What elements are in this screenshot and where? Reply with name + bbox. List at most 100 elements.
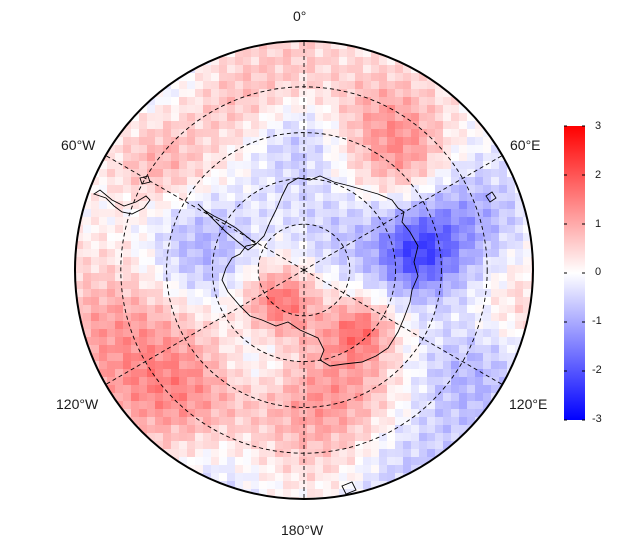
anomaly-cell bbox=[307, 201, 316, 210]
anomaly-cell bbox=[395, 385, 404, 394]
anomaly-cell bbox=[435, 257, 444, 266]
anomaly-cell bbox=[483, 361, 492, 370]
anomaly-cell bbox=[235, 185, 244, 194]
anomaly-cell bbox=[339, 153, 348, 162]
anomaly-cell bbox=[203, 321, 212, 330]
falklands bbox=[139, 175, 151, 185]
anomaly-cell bbox=[251, 345, 260, 354]
anomaly-cell bbox=[307, 169, 316, 178]
anomaly-cell bbox=[363, 393, 372, 402]
anomaly-cell bbox=[211, 81, 220, 90]
anomaly-cell bbox=[155, 97, 164, 106]
anomaly-cell bbox=[283, 265, 292, 274]
anomaly-cell bbox=[515, 241, 524, 250]
anomaly-cell bbox=[419, 257, 428, 266]
anomaly-cell bbox=[331, 97, 340, 106]
anomaly-cell bbox=[491, 153, 500, 162]
anomaly-cell bbox=[211, 65, 220, 74]
anomaly-cell bbox=[91, 209, 100, 218]
anomaly-cell bbox=[91, 305, 100, 314]
anomaly-cell bbox=[387, 265, 396, 274]
anomaly-cell bbox=[307, 225, 316, 234]
anomaly-cell bbox=[419, 185, 428, 194]
anomaly-cell bbox=[227, 193, 236, 202]
anomaly-cell bbox=[467, 113, 476, 122]
anomaly-cell bbox=[459, 273, 468, 282]
anomaly-cell bbox=[323, 169, 332, 178]
anomaly-cell bbox=[243, 329, 252, 338]
anomaly-cell bbox=[227, 449, 236, 458]
anomaly-cell bbox=[331, 273, 340, 282]
anomaly-cell bbox=[315, 65, 324, 74]
anomaly-cell bbox=[227, 369, 236, 378]
anomaly-cell bbox=[259, 249, 268, 258]
anomaly-cell bbox=[347, 249, 356, 258]
anomaly-cell bbox=[179, 65, 188, 74]
anomaly-cell bbox=[459, 241, 468, 250]
anomaly-cell bbox=[419, 217, 428, 226]
anomaly-cell bbox=[307, 481, 316, 490]
anomaly-cell bbox=[291, 345, 300, 354]
anomaly-cell bbox=[387, 377, 396, 386]
anomaly-cell bbox=[307, 489, 316, 498]
anomaly-cell bbox=[411, 281, 420, 290]
anomaly-cell bbox=[323, 369, 332, 378]
anomaly-cell bbox=[507, 201, 516, 210]
anomaly-cell bbox=[195, 137, 204, 146]
anomaly-cell bbox=[283, 41, 292, 50]
anomaly-cell bbox=[355, 257, 364, 266]
anomaly-cell bbox=[267, 401, 276, 410]
anomaly-cell bbox=[323, 241, 332, 250]
anomaly-cell bbox=[75, 289, 84, 298]
anomaly-cell bbox=[107, 225, 116, 234]
anomaly-cell bbox=[267, 289, 276, 298]
anomaly-cell bbox=[435, 337, 444, 346]
anomaly-cell bbox=[147, 105, 156, 114]
anomaly-cell bbox=[427, 81, 436, 90]
anomaly-cell bbox=[515, 257, 524, 266]
anomaly-cell bbox=[211, 177, 220, 186]
anomaly-cell bbox=[491, 185, 500, 194]
anomaly-cell bbox=[411, 249, 420, 258]
anomaly-cell bbox=[395, 113, 404, 122]
anomaly-cell bbox=[195, 169, 204, 178]
anomaly-cell bbox=[307, 305, 316, 314]
anomaly-cell bbox=[419, 369, 428, 378]
anomaly-cell bbox=[339, 121, 348, 130]
anomaly-cell bbox=[459, 361, 468, 370]
anomaly-cell bbox=[243, 297, 252, 306]
anomaly-cell bbox=[75, 233, 84, 242]
anomaly-cell bbox=[251, 273, 260, 282]
anomaly-cell bbox=[219, 321, 228, 330]
anomaly-cell bbox=[483, 345, 492, 354]
anomaly-cell bbox=[147, 393, 156, 402]
anomaly-cell bbox=[267, 425, 276, 434]
anomaly-cell bbox=[123, 345, 132, 354]
anomaly-cell bbox=[379, 105, 388, 114]
anomaly-cell bbox=[195, 401, 204, 410]
anomaly-cell bbox=[187, 201, 196, 210]
anomaly-cell bbox=[435, 193, 444, 202]
anomaly-cell bbox=[379, 73, 388, 82]
anomaly-cell bbox=[315, 169, 324, 178]
anomaly-cell bbox=[451, 257, 460, 266]
anomaly-cell bbox=[179, 297, 188, 306]
anomaly-cell bbox=[347, 185, 356, 194]
anomaly-cell bbox=[419, 129, 428, 138]
anomaly-cell bbox=[251, 265, 260, 274]
anomaly-cell bbox=[523, 193, 532, 202]
anomaly-cell bbox=[499, 201, 508, 210]
anomaly-cell bbox=[107, 369, 116, 378]
anomaly-cell bbox=[179, 193, 188, 202]
anomaly-cell bbox=[411, 425, 420, 434]
anomaly-cell bbox=[179, 257, 188, 266]
anomaly-cell bbox=[211, 89, 220, 98]
anomaly-cell bbox=[411, 377, 420, 386]
anomaly-cell bbox=[147, 121, 156, 130]
anomaly-cell bbox=[227, 73, 236, 82]
anomaly-cell bbox=[251, 161, 260, 170]
anomaly-cell bbox=[283, 161, 292, 170]
anomaly-cell bbox=[515, 329, 524, 338]
anomaly-cell bbox=[419, 97, 428, 106]
